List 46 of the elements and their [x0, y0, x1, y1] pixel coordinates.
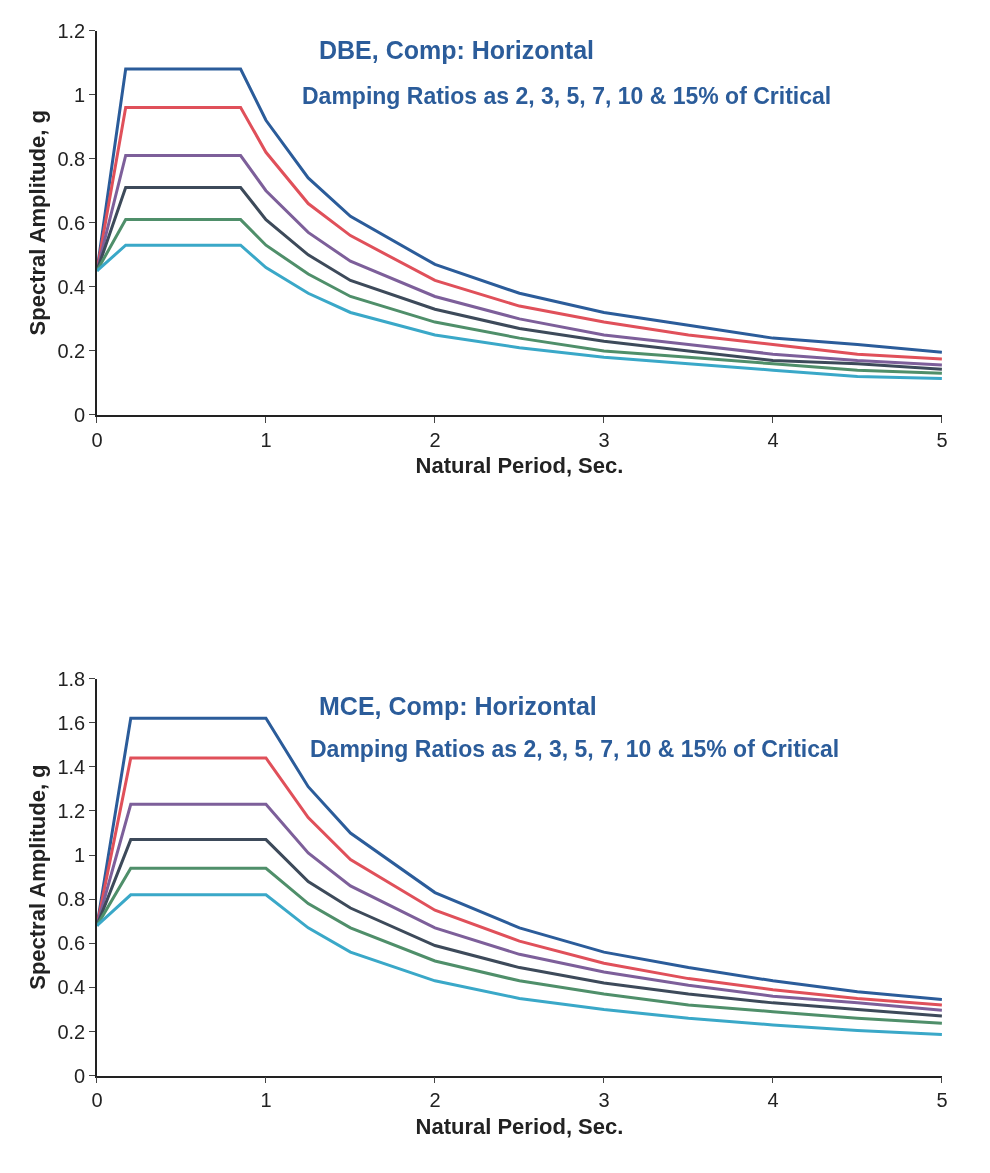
- y-axis-title: Spectral Amplitude, g: [24, 764, 50, 990]
- line-series: [96, 218, 942, 375]
- y-tick-label: 0: [74, 1064, 86, 1087]
- x-tick-label: 3: [598, 428, 610, 451]
- x-tick-label: 0: [91, 1089, 103, 1112]
- x-tick-label: 5: [936, 1089, 948, 1112]
- y-tick-label: 0.4: [57, 976, 86, 999]
- y-tick-label: 0.6: [57, 211, 86, 234]
- y-tick-label: 1.8: [57, 667, 86, 690]
- y-tick-label: 0.2: [57, 339, 86, 362]
- chart-title: DBE, Comp: Horizontal: [319, 36, 594, 64]
- x-tick-label: 1: [260, 428, 272, 451]
- text: Damping Ratios as 2, 3, 5, 7, 10 & 15% of Critical: [310, 736, 840, 762]
- y-tick-label: 0: [74, 404, 86, 426]
- y-tick-label: 1.2: [57, 799, 86, 822]
- x-tick-label: 1: [260, 1089, 272, 1112]
- line-series: [96, 866, 942, 1025]
- text: Damping Ratios as 2, 3, 5, 7, 10 & 15% of Critical: [302, 83, 832, 109]
- y-tick-label: 1.2: [57, 19, 86, 42]
- y-tick-label: 0.8: [57, 888, 86, 911]
- y-axis-title: Spectral Amplitude, g: [24, 110, 50, 336]
- line-series: [96, 154, 942, 367]
- x-tick-label: 2: [429, 1089, 441, 1112]
- line-series: [96, 67, 942, 354]
- line-series: [96, 243, 942, 380]
- x-tick-label: 4: [767, 1089, 779, 1112]
- line-series: [96, 802, 942, 1012]
- y-tick-label: 0.6: [57, 932, 86, 955]
- line-series: [96, 186, 942, 371]
- x-axis-title: Natural Period, Sec.: [415, 453, 624, 479]
- text: MCE, Comp: Horizontal: [319, 692, 597, 720]
- y-tick-label: 1: [74, 83, 86, 106]
- y-tick-label: 0.8: [57, 147, 86, 170]
- y-tick-label: 1.4: [57, 755, 86, 778]
- y-tick-label: 1: [74, 844, 86, 867]
- y-tick-label: 0.4: [57, 275, 86, 298]
- x-tick-label: 3: [598, 1089, 610, 1112]
- x-tick-label: 2: [429, 428, 441, 451]
- line-series: [96, 893, 942, 1036]
- x-tick-label: 4: [767, 428, 779, 451]
- x-tick-label: 5: [936, 428, 948, 451]
- x-axis-title: Natural Period, Sec.: [415, 1113, 624, 1139]
- y-tick-label: 1.6: [57, 711, 86, 734]
- y-tick-label: 0.2: [57, 1020, 86, 1043]
- line-series: [96, 838, 942, 1018]
- x-tick-label: 0: [91, 428, 103, 451]
